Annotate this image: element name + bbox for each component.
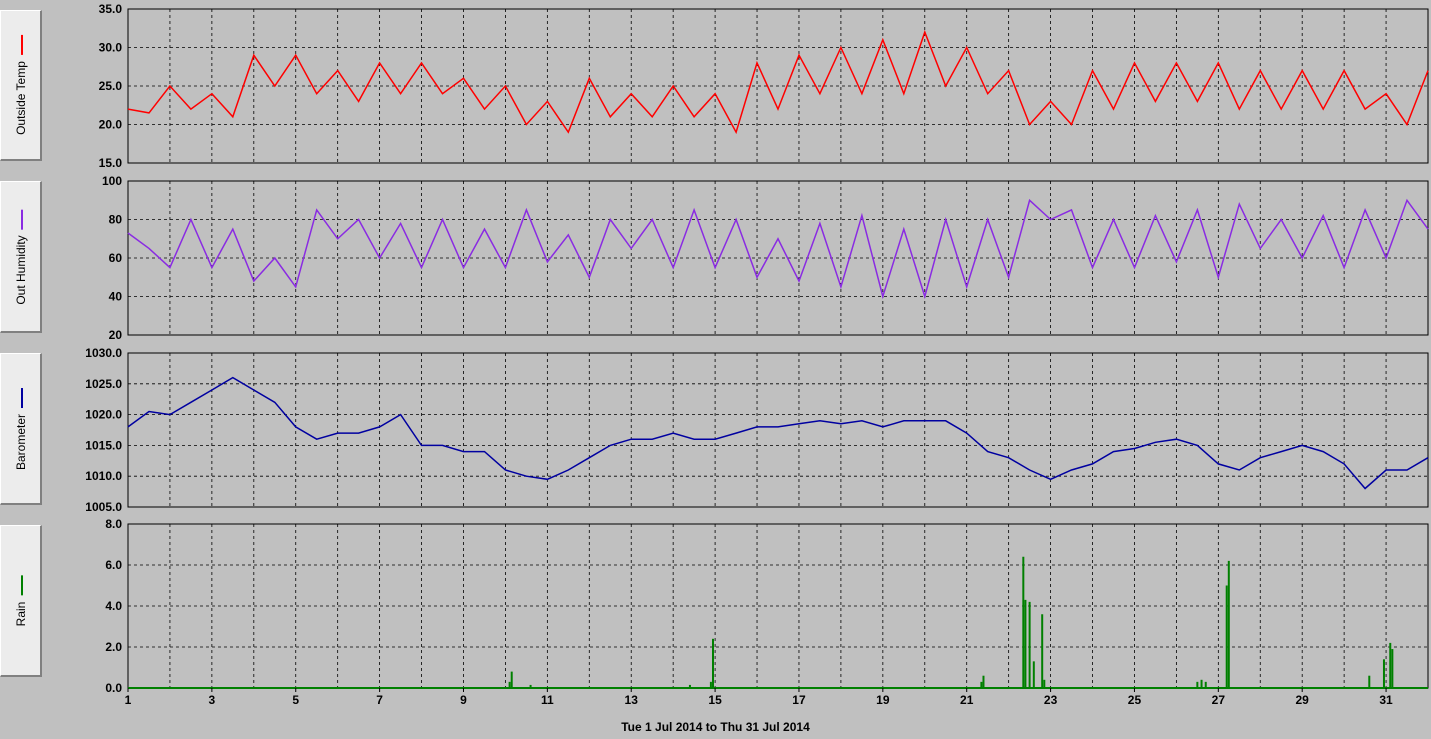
x-tick-label: 13 — [625, 693, 639, 707]
barometer-plot-area — [127, 352, 1429, 508]
x-tick-label: 19 — [876, 693, 890, 707]
x-tick-label: 9 — [460, 693, 467, 707]
x-tick-label: 25 — [1128, 693, 1142, 707]
barometer-y-tick-label: 1020.0 — [85, 408, 122, 422]
out-humidity-y-tick-label: 40 — [109, 290, 123, 304]
outside-temp-y-tick-label: 30.0 — [99, 41, 123, 55]
out-humidity-y-tick-label: 80 — [109, 213, 123, 227]
out-humidity-series-line — [127, 198, 1429, 300]
barometer-y-tick-label: 1030.0 — [85, 346, 122, 360]
rain-y-tick-label: 2.0 — [105, 640, 122, 654]
out-humidity-y-tick-label: 20 — [109, 328, 123, 342]
panel-button-out-humidity[interactable]: Out Humidity — [0, 181, 42, 333]
x-tick-label: 15 — [708, 693, 722, 707]
x-tick-label: 17 — [792, 693, 806, 707]
x-tick-label: 23 — [1044, 693, 1058, 707]
x-tick-label: 3 — [209, 693, 216, 707]
barometer-series-line — [127, 376, 1429, 490]
x-tick-label: 1 — [125, 693, 132, 707]
outside-temp-series-line — [127, 29, 1429, 135]
barometer-y-tick-label: 1010.0 — [85, 469, 122, 483]
panel-button-outside-temp[interactable]: Outside Temp — [0, 10, 42, 161]
panel-button-rain[interactable]: Rain — [0, 525, 42, 677]
outside-temp-y-tick-label: 20.0 — [99, 118, 123, 132]
x-tick-label: 21 — [960, 693, 974, 707]
x-tick-label: 27 — [1212, 693, 1226, 707]
rain-y-tick-label: 6.0 — [105, 558, 122, 572]
date-range-footer: Tue 1 Jul 2014 to Thu 31 Jul 2014 — [621, 720, 810, 734]
rain-y-tick-label: 0.0 — [105, 681, 122, 695]
rain-y-tick-label: 4.0 — [105, 599, 122, 613]
panel-button-barometer[interactable]: Barometer — [0, 353, 42, 505]
out-humidity-y-tick-label: 100 — [102, 174, 122, 188]
outside-temp-y-tick-label: 15.0 — [99, 156, 123, 170]
out-humidity-y-tick-label: 60 — [109, 251, 123, 265]
x-tick-label: 29 — [1296, 693, 1310, 707]
x-tick-label: 5 — [292, 693, 299, 707]
barometer-y-tick-label: 1025.0 — [85, 377, 122, 391]
x-tick-label: 31 — [1379, 693, 1393, 707]
outside-temp-y-tick-label: 35.0 — [99, 2, 123, 16]
x-tick-label: 11 — [541, 693, 554, 707]
rain-y-tick-label: 8.0 — [105, 517, 122, 531]
barometer-y-tick-label: 1015.0 — [85, 438, 122, 452]
outside-temp-y-tick-label: 25.0 — [99, 79, 123, 93]
barometer-y-tick-label: 1005.0 — [85, 500, 122, 514]
x-tick-label: 7 — [376, 693, 383, 707]
